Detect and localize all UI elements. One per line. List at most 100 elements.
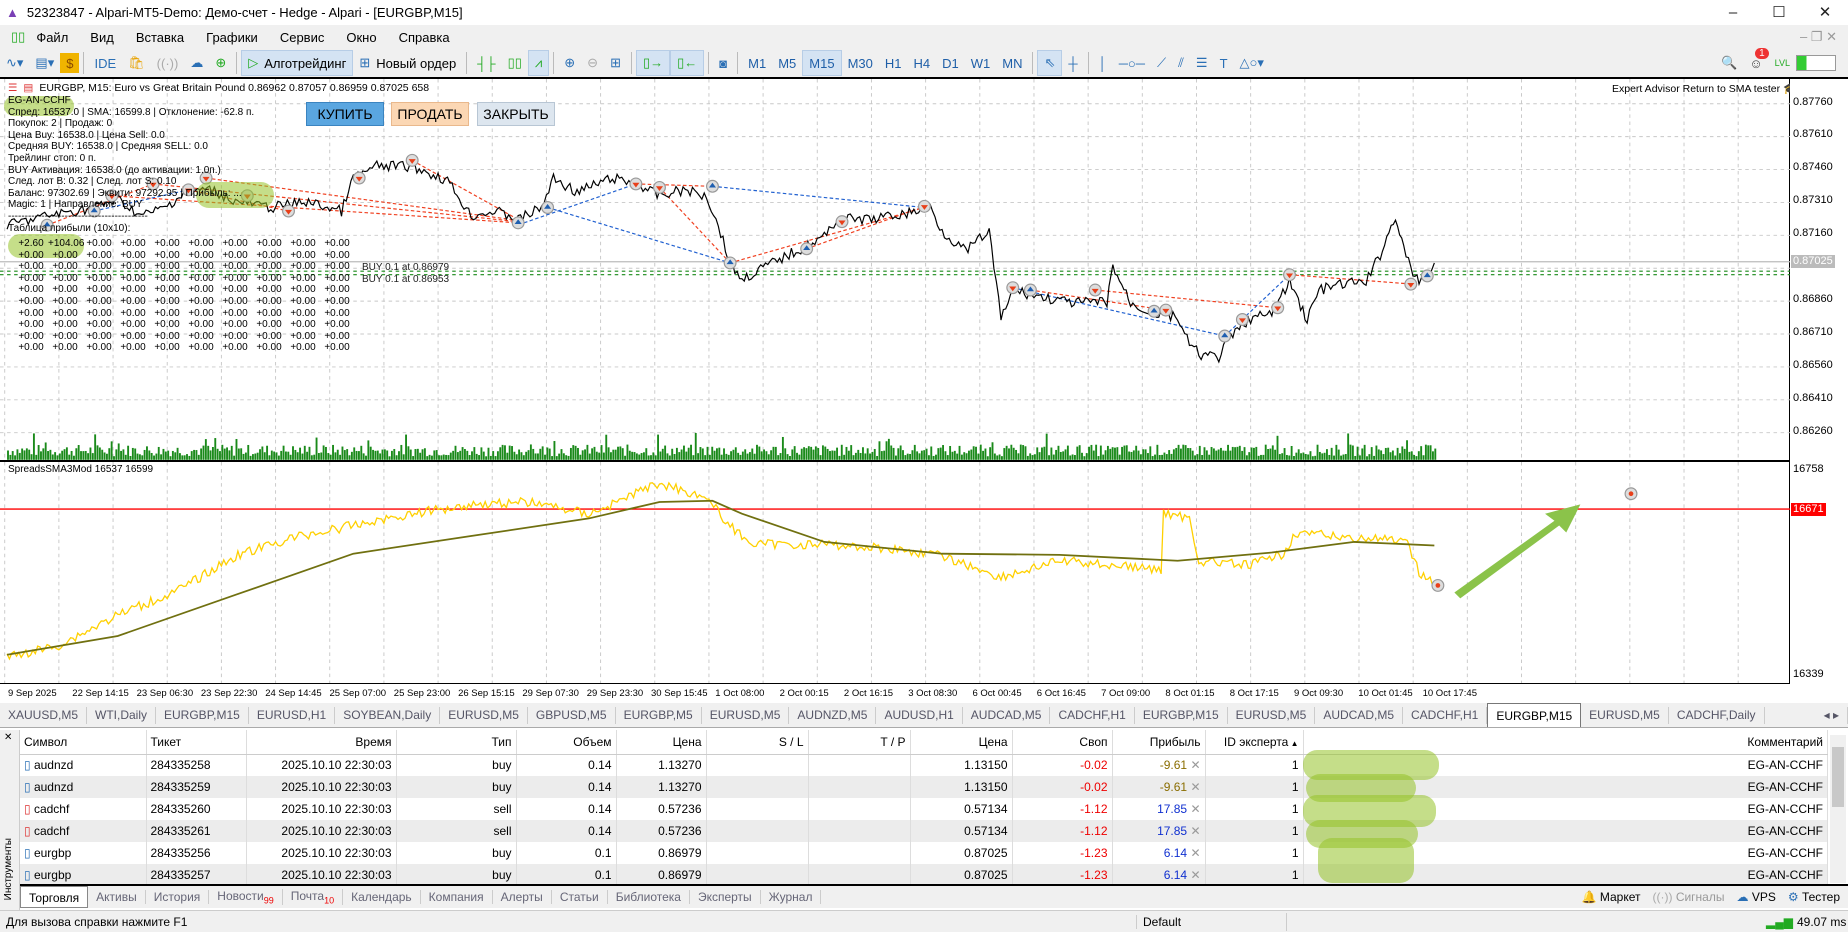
tab-market[interactable]: 🔔 Маркет <box>1582 890 1641 904</box>
chart-tab[interactable]: EURGBP,M5 <box>616 706 702 724</box>
chart-tab[interactable]: SOYBEAN,Daily <box>335 706 441 724</box>
search-icon[interactable]: 🔍 <box>1721 55 1738 70</box>
close-position-icon[interactable]: ✕ <box>1187 802 1201 816</box>
chart-tab[interactable]: EURUSD,H1 <box>249 706 336 724</box>
tile-icon[interactable]: ⊞ <box>610 55 621 70</box>
lvl-icon[interactable]: LVL <box>1774 58 1790 68</box>
menu-charts[interactable]: Графики <box>206 29 258 45</box>
pane-divider[interactable] <box>0 460 1790 462</box>
column-header[interactable]: Своп <box>1012 730 1113 755</box>
close-position-icon[interactable]: ✕ <box>1187 780 1201 794</box>
chart-shift-icon[interactable]: ▯← <box>670 50 705 76</box>
chart-tab[interactable]: EURGBP,M15 <box>1487 703 1582 727</box>
table-scrollbar[interactable] <box>1830 735 1846 883</box>
toolbox-tab-2[interactable]: История <box>146 890 210 904</box>
price-chart[interactable] <box>0 79 1790 461</box>
table-row[interactable]: ▯ audnzd 284335258 2025.10.10 22:30:03 buy 0… <box>20 754 1828 776</box>
column-header[interactable]: Тикет <box>146 730 247 755</box>
close-position-icon[interactable]: ✕ <box>1187 758 1201 773</box>
table-row[interactable]: ▯ audnzd 284335259 2025.10.10 22:30:03 buy 0… <box>20 776 1828 798</box>
chart-tab[interactable]: EURUSD,M5 <box>1581 706 1669 724</box>
tf-h4[interactable]: H4 <box>913 55 931 71</box>
column-header[interactable]: S / L <box>706 730 809 755</box>
menu-insert[interactable]: Вставка <box>135 29 185 45</box>
table-row[interactable]: ▯ cadchf 284335260 2025.10.10 22:30:03 sell… <box>20 798 1828 820</box>
close-toolbox-icon[interactable]: ✕ <box>4 732 13 743</box>
zoom-in-icon[interactable]: ⊕ <box>564 55 576 70</box>
chart-tab[interactable]: EURGBP,M15 <box>1135 706 1228 724</box>
chart-tab[interactable]: EURUSD,M5 <box>1228 706 1316 724</box>
tf-m15[interactable]: M15 <box>802 50 842 76</box>
column-header[interactable]: Цена <box>910 730 1013 755</box>
chart-tab[interactable]: CADCHF,H1 <box>1050 706 1135 724</box>
chart-tab[interactable]: EURUSD,M5 <box>702 706 790 724</box>
tf-mn[interactable]: MN <box>1002 55 1023 71</box>
column-header[interactable]: ID эксперта ▲ <box>1205 730 1304 755</box>
chart-type-icon[interactable]: ∿▾ <box>6 55 24 70</box>
indicator-chart[interactable] <box>0 462 1790 683</box>
tf-m5[interactable]: M5 <box>778 55 797 71</box>
tab-signals[interactable]: ((·)) Сигналы <box>1652 890 1724 904</box>
column-header[interactable]: Цена <box>616 730 707 755</box>
maximize-button[interactable]: ☐ <box>1772 4 1786 21</box>
chart-tab[interactable]: EURUSD,M5 <box>440 706 528 724</box>
vps-cloud-icon[interactable]: ☁ <box>190 55 204 70</box>
tf-d1[interactable]: D1 <box>942 55 959 71</box>
menu-tools[interactable]: Сервис <box>279 29 325 45</box>
fibo-icon[interactable]: ☰ <box>1195 55 1208 70</box>
sell-button[interactable]: ПРОДАТЬ <box>391 102 469 126</box>
indicators-icon[interactable]: ▤▾ <box>35 55 55 70</box>
toolbox-tab-6[interactable]: Компания <box>421 890 493 904</box>
chart-tab[interactable]: CADCHF,Daily <box>1669 706 1765 724</box>
trendline-icon[interactable]: ⟋ <box>1157 55 1167 70</box>
column-header[interactable]: Комментарий <box>1303 730 1828 755</box>
column-header[interactable]: Тип <box>396 730 517 755</box>
tf-h1[interactable]: H1 <box>884 55 902 71</box>
toolbox-tab-5[interactable]: Календарь <box>343 890 421 904</box>
close-button-chart[interactable]: ЗАКРЫТЬ <box>477 102 555 126</box>
toolbox-tab-3[interactable]: Новости99 <box>209 888 283 906</box>
screenshot-icon[interactable]: ◙ <box>719 55 728 71</box>
bar-chart-icon[interactable]: ┤├ <box>477 55 496 71</box>
horizontal-line-icon[interactable]: ─○─ <box>1118 55 1145 71</box>
notifications-icon[interactable]: ☺ 1 <box>1743 48 1769 76</box>
price-axis[interactable]: 0.87760 0.87610 0.87460 0.87310 0.87160 0.868… <box>1790 79 1848 683</box>
column-header[interactable]: Символ <box>20 730 147 755</box>
add-account-icon[interactable]: ⊕ <box>215 55 227 70</box>
minimize-button[interactable]: – <box>1728 3 1738 21</box>
toolbox-tab-8[interactable]: Статьи <box>552 890 608 904</box>
toolbox-tab-0[interactable]: Торговля <box>20 886 89 908</box>
algo-trading-button[interactable]: ▷ Алготрейдинг <box>241 50 354 76</box>
toolbox-tab-10[interactable]: Эксперты <box>690 890 761 904</box>
table-row[interactable]: ▯ eurgbp 284335256 2025.10.10 22:30:03 buy 0… <box>20 842 1828 864</box>
autoscroll-icon[interactable]: ▯→ <box>635 50 671 76</box>
tf-w1[interactable]: W1 <box>970 55 991 71</box>
table-row[interactable]: ▯ cadchf 284335261 2025.10.10 22:30:03 sell… <box>20 820 1828 842</box>
close-button[interactable]: ✕ <box>1818 4 1832 21</box>
toolbox-tab-9[interactable]: Библиотека <box>608 890 690 904</box>
time-axis[interactable]: 9 Sep 2025 22 Sep 14:15 23 Sep 06:30 23 Sep… <box>0 683 1790 703</box>
shapes-icon[interactable]: △○▾ <box>1239 55 1264 70</box>
column-header[interactable]: Объем <box>516 730 617 755</box>
close-position-icon[interactable]: ✕ <box>1187 846 1201 860</box>
chart-tab[interactable]: CADCHF,H1 <box>1403 706 1488 724</box>
tab-tester[interactable]: ⚙ Тестер <box>1788 890 1840 904</box>
tabs-scroll-arrows[interactable]: ◂ ▸ <box>1816 706 1848 724</box>
candle-chart-icon[interactable]: ▯▯ <box>507 55 522 70</box>
toolbox-tab-11[interactable]: Журнал <box>761 890 822 904</box>
menu-window[interactable]: Окно <box>346 29 377 45</box>
table-row[interactable]: ▯ eurgbp 284335257 2025.10.10 22:30:03 buy 0… <box>20 864 1828 885</box>
line-chart-icon[interactable]: ⩘ <box>527 50 550 76</box>
menu-view[interactable]: Вид <box>90 29 114 45</box>
ide-button[interactable]: IDE <box>94 55 117 71</box>
chart-tab[interactable]: AUDNZD,M5 <box>789 706 877 724</box>
crosshair-icon[interactable]: ┼ <box>1068 55 1078 71</box>
mdi-controls[interactable]: – ❐ ✕ <box>1799 29 1837 44</box>
tab-vps[interactable]: ☁ VPS <box>1737 890 1776 904</box>
chart-area[interactable] <box>0 79 1790 683</box>
menu-file[interactable]: Файл <box>36 29 69 45</box>
tf-m1[interactable]: M1 <box>748 55 767 71</box>
status-profile[interactable]: Default <box>1136 914 1286 929</box>
chart-tab[interactable]: AUDUSD,H1 <box>876 706 963 724</box>
toolbox-tab-4[interactable]: Почта10 <box>283 888 344 906</box>
